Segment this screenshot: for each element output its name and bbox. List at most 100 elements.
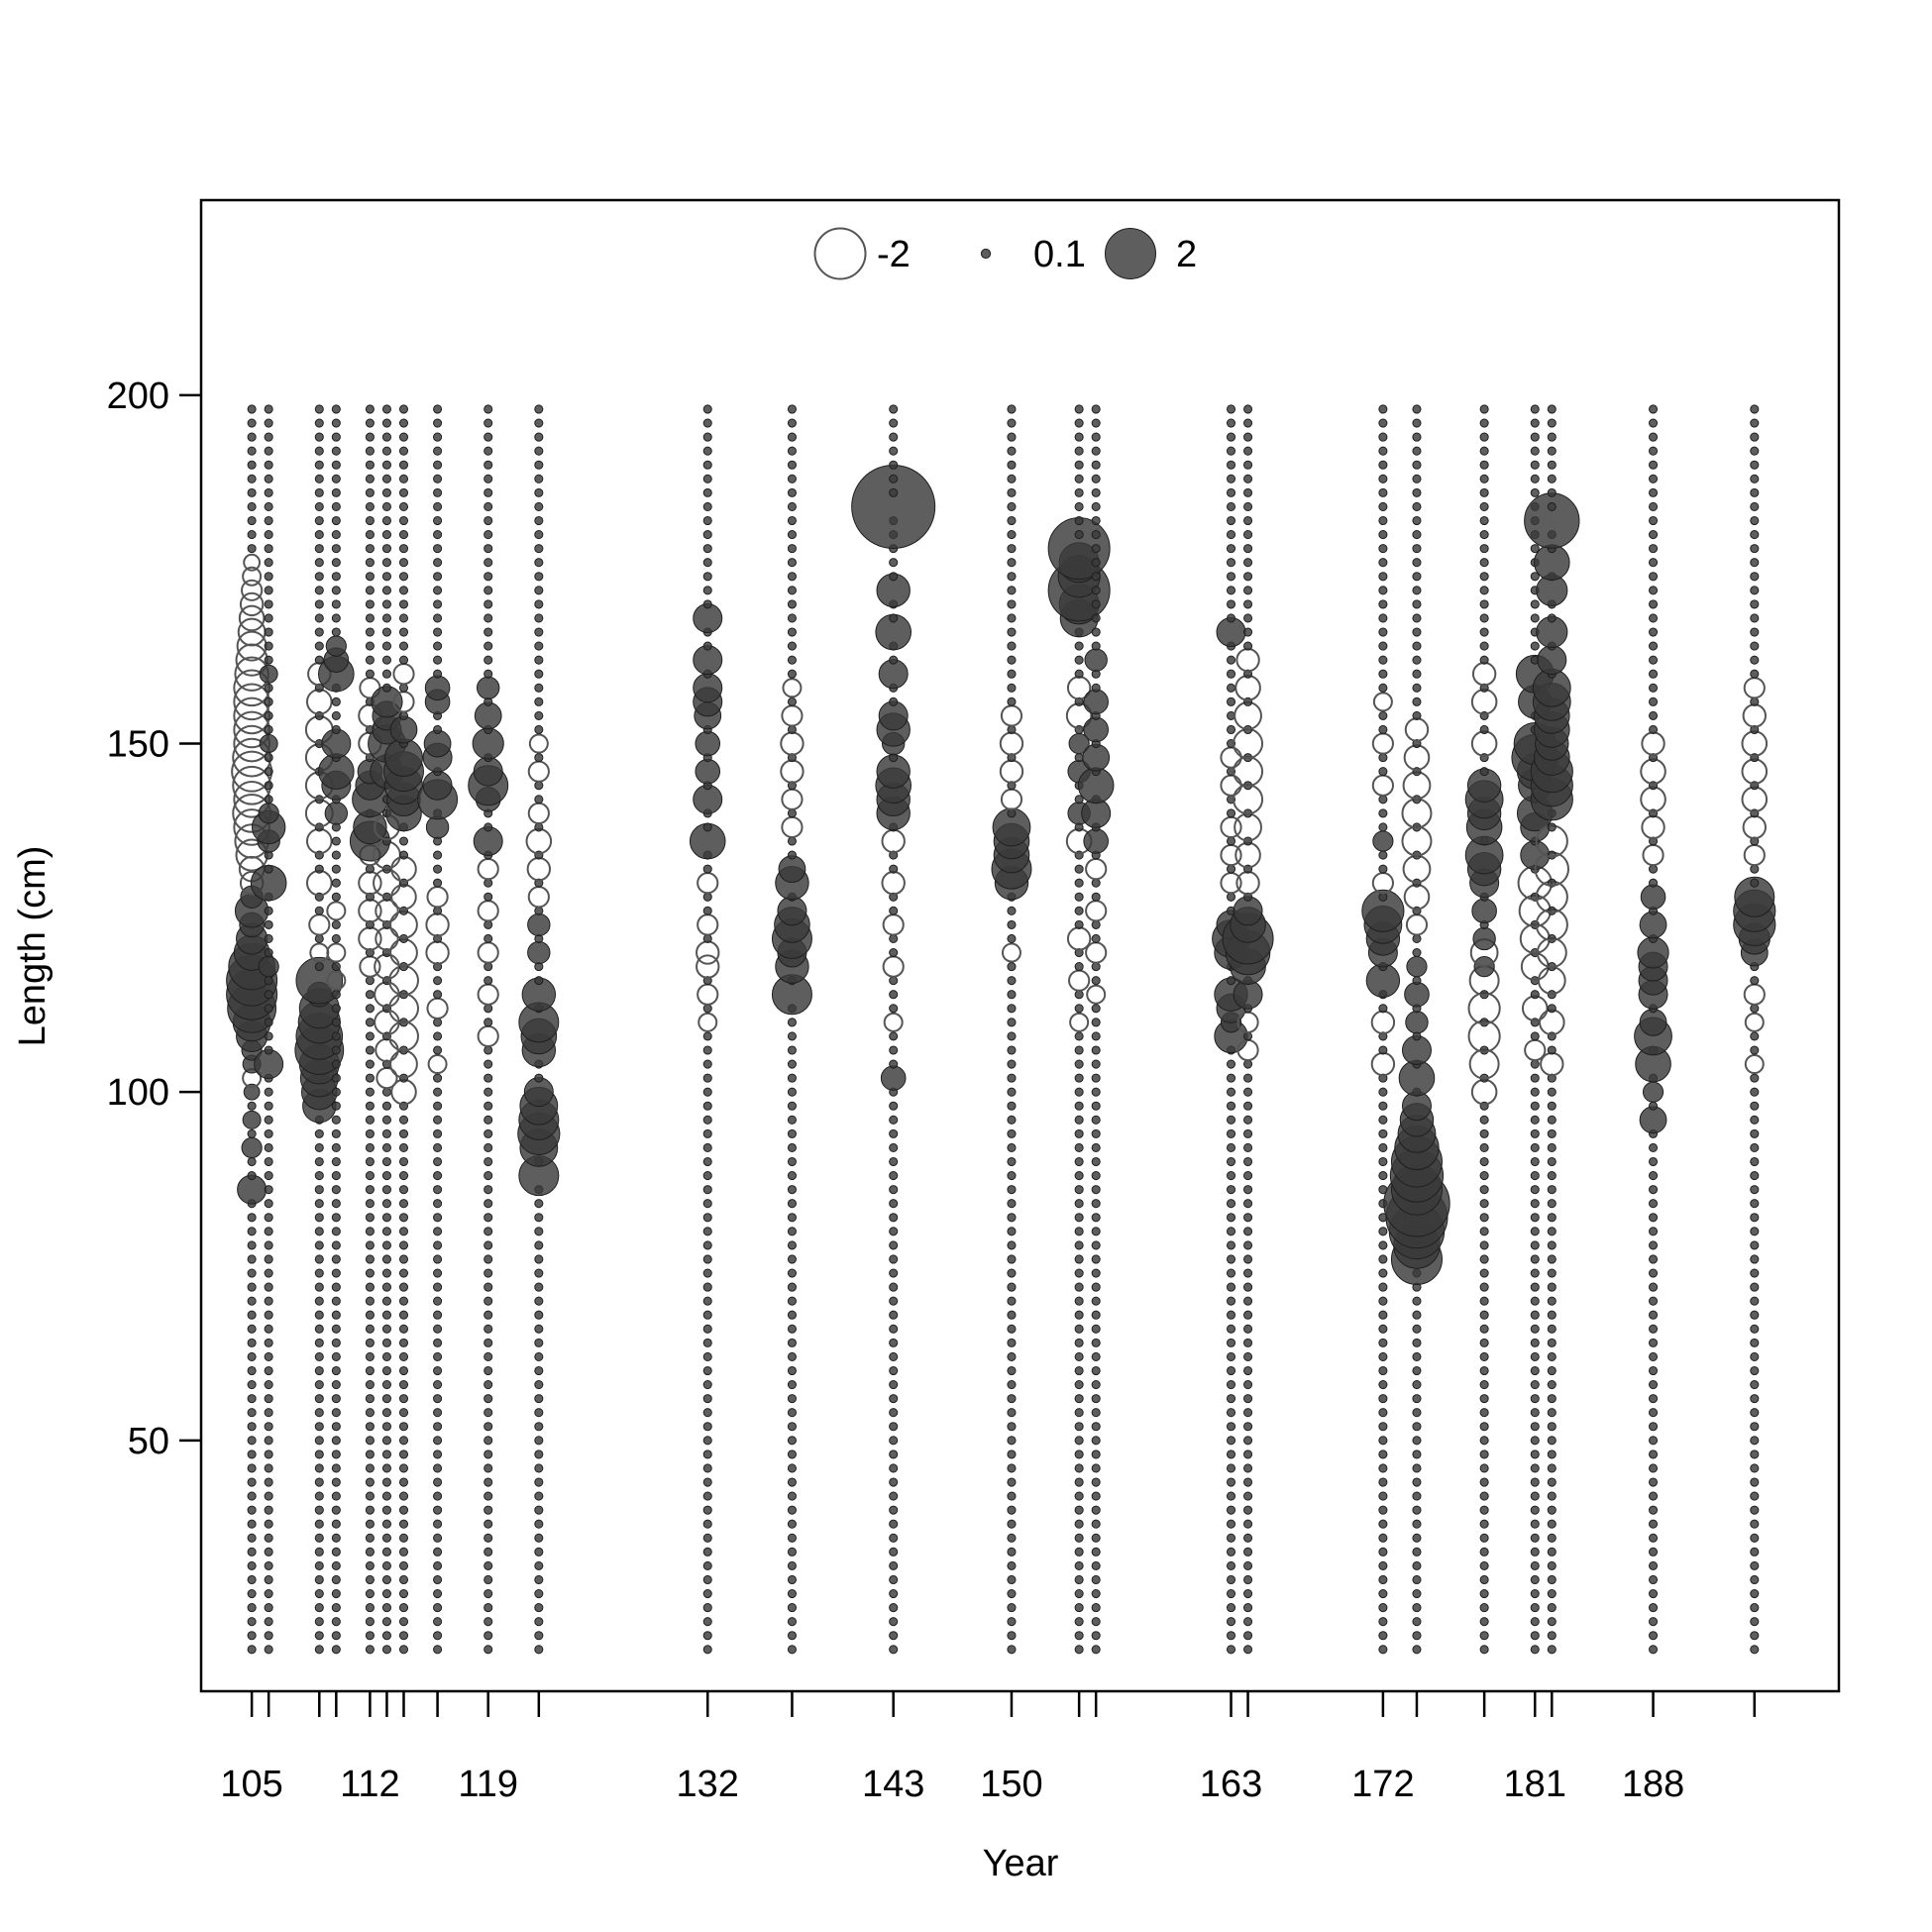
bubble-positive bbox=[1750, 487, 1760, 497]
bubble-positive bbox=[398, 1603, 409, 1613]
bubble-positive bbox=[1750, 836, 1760, 846]
bubble-positive bbox=[1091, 1338, 1101, 1347]
bubble-positive bbox=[1479, 1463, 1489, 1473]
bubble-positive bbox=[365, 1004, 375, 1014]
bubble-positive bbox=[534, 1351, 544, 1361]
bubble-positive bbox=[1378, 1505, 1388, 1515]
bubble-positive bbox=[1530, 1059, 1540, 1069]
bubble-positive bbox=[1243, 1533, 1253, 1543]
bubble-positive bbox=[483, 1240, 493, 1250]
bubble-positive bbox=[1378, 418, 1388, 428]
bubble-positive bbox=[1479, 1213, 1489, 1223]
bubble-positive bbox=[1412, 1296, 1422, 1306]
bubble-positive bbox=[247, 1254, 257, 1264]
bubble-positive bbox=[787, 474, 797, 483]
bubble-positive bbox=[787, 1477, 797, 1487]
bubble-positive bbox=[1750, 1505, 1760, 1515]
bubble-positive bbox=[247, 1588, 257, 1599]
bubble-positive bbox=[1226, 1533, 1236, 1543]
bubble-positive bbox=[331, 1477, 341, 1487]
bubble-positive bbox=[1226, 1171, 1236, 1181]
bubble-positive bbox=[534, 878, 544, 888]
bubble-positive bbox=[398, 655, 409, 665]
bubble-positive bbox=[1530, 1324, 1540, 1334]
bubble-positive bbox=[1378, 1324, 1388, 1334]
bubble-positive bbox=[314, 1142, 324, 1152]
bubble-positive bbox=[702, 1645, 712, 1655]
bubble-positive bbox=[1243, 1059, 1253, 1069]
bubble-positive bbox=[1378, 1254, 1388, 1264]
bubble-positive bbox=[398, 1338, 409, 1347]
bubble-positive bbox=[534, 1282, 544, 1292]
bubble-positive bbox=[331, 515, 341, 526]
bubble-positive bbox=[787, 1227, 797, 1236]
bubble-positive bbox=[398, 1422, 409, 1432]
bubble-positive bbox=[1091, 404, 1101, 414]
bubble-positive bbox=[1007, 474, 1017, 483]
bubble-positive bbox=[247, 1617, 257, 1627]
bubble-positive bbox=[381, 1199, 392, 1209]
bubble-positive bbox=[1648, 572, 1659, 582]
bubble-positive bbox=[787, 850, 797, 860]
bubble-positive bbox=[381, 572, 392, 582]
bubble-positive bbox=[1074, 530, 1084, 540]
bubble-positive bbox=[1083, 716, 1109, 743]
bubble-positive bbox=[314, 515, 324, 526]
bubble-positive bbox=[1074, 1324, 1084, 1334]
bubble-positive bbox=[1750, 1351, 1760, 1361]
bubble-positive bbox=[889, 933, 899, 944]
bubble-positive bbox=[1243, 1436, 1253, 1446]
bubble-positive bbox=[702, 1324, 712, 1334]
bubble-positive bbox=[365, 1631, 375, 1641]
bubble-positive bbox=[1378, 1422, 1388, 1432]
bubble-positive bbox=[314, 446, 324, 456]
bubble-positive bbox=[314, 1199, 324, 1209]
bubble-positive bbox=[534, 1073, 544, 1083]
bubble-positive bbox=[1479, 446, 1489, 456]
bubble-positive bbox=[1091, 1560, 1101, 1570]
bubble-positive bbox=[433, 1213, 443, 1223]
bubble-positive bbox=[787, 1505, 797, 1515]
bubble-positive bbox=[889, 1240, 899, 1250]
year-column-174 bbox=[1383, 404, 1450, 1655]
bubble-positive bbox=[1074, 1240, 1084, 1250]
bubble-positive bbox=[1547, 460, 1556, 470]
bubble-positive bbox=[1750, 515, 1760, 526]
bubble-positive bbox=[247, 1227, 257, 1236]
bubble-positive bbox=[1750, 976, 1760, 986]
bubble-positive bbox=[787, 599, 797, 609]
bubble-positive bbox=[1479, 1436, 1489, 1446]
bubble-positive bbox=[1074, 1631, 1084, 1641]
bubble-positive bbox=[1479, 1394, 1489, 1404]
bubble-positive bbox=[365, 1408, 375, 1418]
bubble-negative bbox=[1744, 1012, 1765, 1032]
bubble-positive bbox=[1479, 1324, 1489, 1334]
bubble-positive bbox=[702, 487, 712, 497]
bubble-positive bbox=[1648, 1394, 1659, 1404]
bubble-positive bbox=[1750, 1380, 1760, 1390]
bubble-positive bbox=[483, 822, 493, 832]
bubble-positive bbox=[1007, 1380, 1017, 1390]
bubble-positive bbox=[264, 1436, 273, 1446]
bubble-positive bbox=[1243, 627, 1253, 637]
bubble-positive bbox=[787, 558, 797, 568]
bubble-positive bbox=[1091, 1324, 1101, 1334]
bubble-positive bbox=[1243, 1227, 1253, 1236]
bubble-positive bbox=[1243, 1603, 1253, 1613]
bubble-positive bbox=[1378, 683, 1388, 693]
bubble-positive bbox=[381, 418, 392, 428]
bubble-positive bbox=[483, 1631, 493, 1641]
bubble-positive bbox=[1648, 586, 1659, 595]
bubble-positive bbox=[1007, 1505, 1017, 1515]
bubble-positive bbox=[381, 544, 392, 554]
bubble-positive bbox=[433, 1588, 443, 1599]
bubble-positive bbox=[1007, 1087, 1017, 1097]
bubble-positive bbox=[331, 1059, 341, 1069]
bubble-negative bbox=[239, 591, 265, 617]
bubble-positive bbox=[1750, 1645, 1760, 1655]
bubble-positive bbox=[433, 1282, 443, 1292]
bubble-positive bbox=[1226, 487, 1236, 497]
bubble-positive bbox=[889, 1491, 899, 1501]
bubble-positive bbox=[1243, 1171, 1253, 1181]
bubble-positive bbox=[889, 474, 899, 483]
